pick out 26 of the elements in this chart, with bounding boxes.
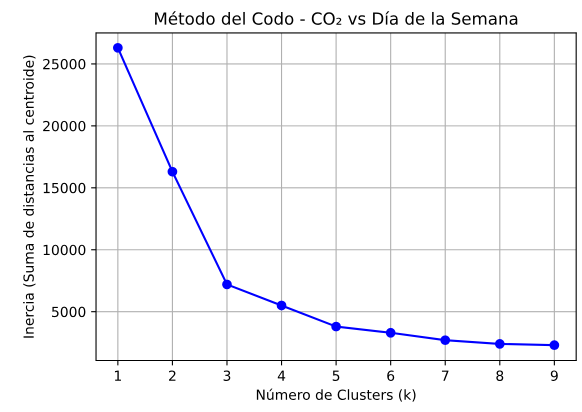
x-tick-label: 4 <box>278 370 286 381</box>
y-tick-label: 25000 <box>43 58 86 70</box>
point <box>112 42 123 53</box>
x-tick-label: 5 <box>332 370 340 381</box>
point <box>440 335 450 346</box>
point <box>549 340 560 350</box>
x-tick-label: 8 <box>496 370 504 381</box>
x-tick-label: 3 <box>224 370 230 381</box>
point <box>494 339 505 349</box>
x-tick-label: 1 <box>114 370 121 381</box>
x-axis-title: Número de Clusters (k) <box>256 388 416 402</box>
chart-title: Método del Codo - CO₂ vs Día de la Semana <box>155 11 518 25</box>
x-tick-label: 7 <box>442 370 448 381</box>
y-tick-label: 5000 <box>52 306 86 318</box>
y-tick-label: 15000 <box>44 182 86 194</box>
point <box>168 166 178 177</box>
point <box>386 328 396 338</box>
x-tick-label: 6 <box>387 370 394 381</box>
point <box>222 280 232 290</box>
y-axis-title: Inercia (Suma de distancias al centroide) <box>23 56 36 338</box>
y-tick-label: 10000 <box>44 244 86 256</box>
x-tick-label: 2 <box>169 370 176 381</box>
y-tick-label: 20000 <box>43 120 86 132</box>
point <box>331 322 341 332</box>
point <box>276 300 286 310</box>
x-tick-label: 9 <box>550 370 558 381</box>
